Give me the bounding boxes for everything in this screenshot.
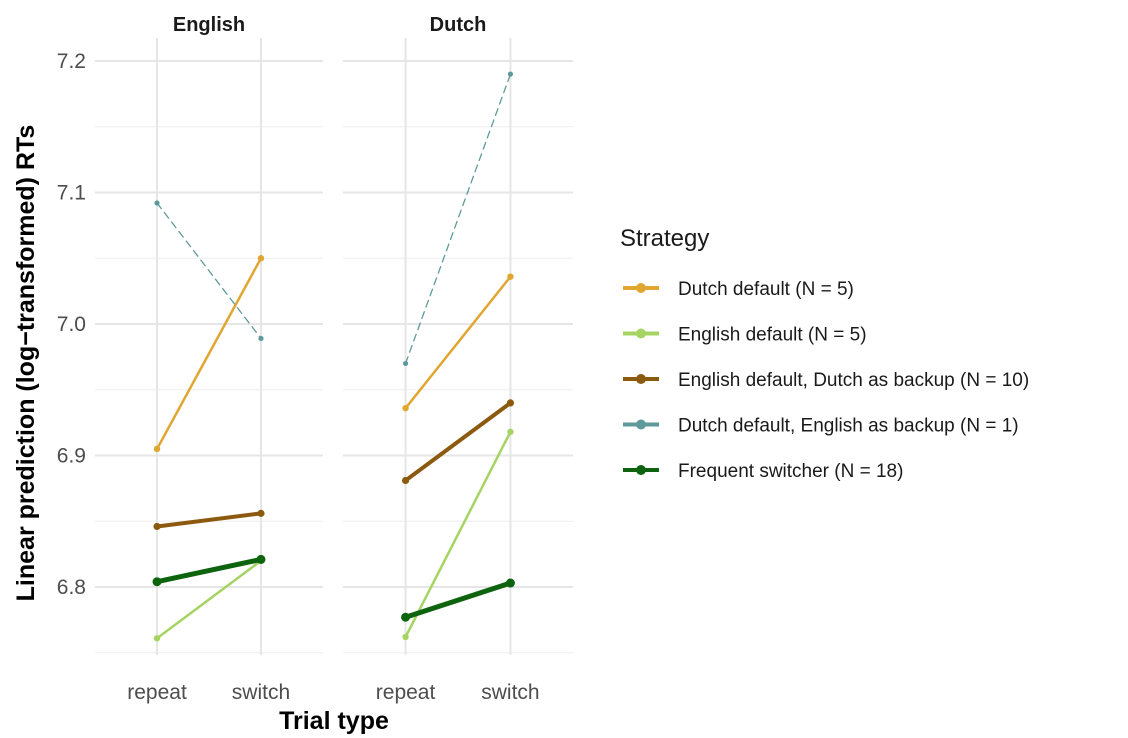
data-point <box>402 360 409 367</box>
facet-label: Dutch <box>430 14 487 36</box>
legend-key-point <box>636 328 646 339</box>
legend-key-point <box>636 283 646 293</box>
x-tick-label: repeat <box>127 681 187 704</box>
legend: Dutch default (N = 5) English default (N … <box>623 279 1029 482</box>
series-line <box>155 511 263 529</box>
data-point <box>507 428 514 436</box>
data-point <box>152 577 162 587</box>
data-point <box>401 476 410 485</box>
x-tick-label: switch <box>481 681 539 704</box>
series-line <box>403 400 513 483</box>
y-tick-label: 6.8 <box>57 576 86 599</box>
series-line <box>404 275 512 410</box>
x-axis-label: Trial type <box>279 707 389 735</box>
series-line <box>403 580 513 620</box>
legend-key-point <box>636 419 646 430</box>
legend-title: Strategy <box>620 225 709 252</box>
data-point <box>153 522 161 531</box>
legend-item: Frequent switcher (N = 18) <box>623 461 903 482</box>
data-point <box>402 633 409 641</box>
legend-item: English default, Dutch as backup (N = 10… <box>623 370 1029 391</box>
legend-item: Dutch default (N = 5) <box>623 279 854 300</box>
data-point <box>257 509 265 517</box>
series-line <box>154 556 264 585</box>
legend-label: English default (N = 5) <box>678 325 867 346</box>
y-axis-label: Linear prediction (log−transformed) RTs <box>12 125 40 602</box>
data-point <box>153 445 161 453</box>
data-point <box>507 273 514 280</box>
data-point <box>257 255 265 262</box>
data-point <box>258 335 264 342</box>
legend-label: Dutch default, English as backup (N = 1) <box>678 416 1019 437</box>
series-line <box>155 559 263 640</box>
y-tick-label: 7.1 <box>57 182 86 205</box>
x-tick-label: repeat <box>376 681 436 704</box>
series-line <box>155 257 263 451</box>
data-point <box>401 612 411 622</box>
legend-item: Dutch default, English as backup (N = 1) <box>623 416 1019 437</box>
legend-item: English default (N = 5) <box>623 325 867 346</box>
data-point <box>153 635 161 642</box>
facet-label: English <box>173 14 245 36</box>
y-tick-label: 6.9 <box>57 445 86 468</box>
legend-key-point <box>636 374 646 384</box>
data-point <box>505 578 515 588</box>
panel-english: English repeat switch <box>95 14 323 704</box>
legend-label: Frequent switcher (N = 18) <box>678 461 903 482</box>
y-tick-label: 7.0 <box>57 313 86 336</box>
panel-dutch: Dutch repeat switch <box>343 14 573 704</box>
data-point <box>154 200 160 206</box>
data-point <box>256 554 266 564</box>
legend-label: Dutch default (N = 5) <box>678 279 854 300</box>
series-line <box>156 202 262 340</box>
legend-label: English default, Dutch as backup (N = 10… <box>678 370 1029 391</box>
series-line <box>404 430 512 639</box>
y-axis: 6.8 6.9 7.0 7.1 7.2 <box>57 50 86 599</box>
data-point <box>506 399 515 407</box>
legend-key-point <box>636 465 646 475</box>
data-point <box>507 71 514 77</box>
x-tick-label: switch <box>232 681 290 704</box>
y-tick-label: 7.2 <box>57 50 86 73</box>
series-line <box>404 73 512 365</box>
data-point <box>402 404 409 412</box>
